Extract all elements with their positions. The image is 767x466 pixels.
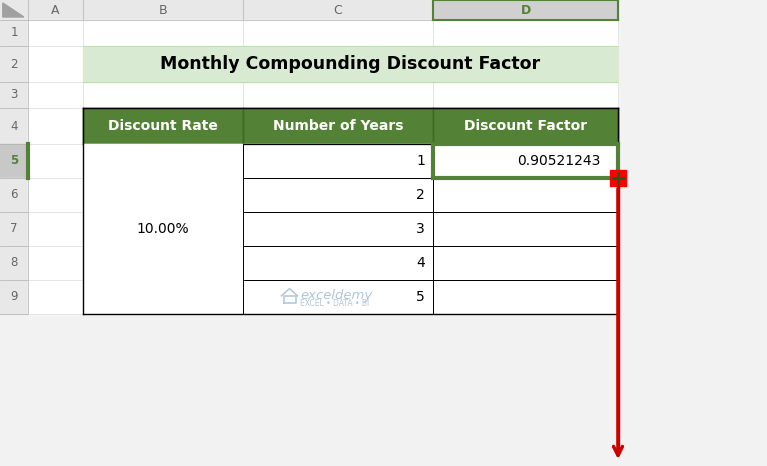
Bar [83, 144, 243, 178]
Bar [433, 46, 618, 82]
Bar [243, 20, 433, 46]
Bar [28, 246, 83, 280]
Bar [0, 20, 28, 46]
Bar [243, 280, 433, 314]
Bar [433, 0, 618, 20]
Bar [0, 178, 28, 212]
Bar [433, 144, 618, 178]
Text: 3: 3 [416, 222, 425, 236]
Bar [83, 212, 243, 246]
Bar [0, 280, 28, 314]
Text: Number of Years: Number of Years [273, 119, 403, 133]
Bar [28, 20, 83, 46]
Bar [28, 144, 83, 178]
Text: EXCEL • DATA • BI: EXCEL • DATA • BI [301, 300, 370, 308]
Bar [28, 82, 83, 108]
Text: 0.90521243: 0.90521243 [517, 154, 600, 168]
Bar [0, 212, 28, 246]
Text: D: D [520, 4, 531, 16]
Bar [243, 144, 433, 178]
Text: 5: 5 [10, 155, 18, 167]
Bar [28, 178, 83, 212]
Bar [243, 246, 433, 280]
Bar [0, 0, 28, 20]
Text: 1: 1 [416, 154, 425, 168]
Bar [28, 0, 83, 20]
Text: B: B [159, 4, 167, 16]
Text: 2: 2 [10, 57, 18, 70]
Text: Discount Factor: Discount Factor [464, 119, 587, 133]
Bar [243, 246, 433, 280]
Text: C: C [334, 4, 342, 16]
Bar [433, 20, 618, 46]
Bar [83, 82, 243, 108]
Text: 4: 4 [416, 256, 425, 270]
Bar [83, 246, 243, 280]
Bar [0, 46, 28, 82]
Text: Monthly Compounding Discount Factor: Monthly Compounding Discount Factor [160, 55, 541, 73]
Bar [243, 108, 433, 144]
Bar [243, 280, 433, 314]
Bar [433, 212, 618, 246]
Bar [83, 108, 243, 144]
Text: 3: 3 [10, 89, 18, 102]
Bar [433, 246, 618, 280]
Bar [433, 108, 618, 144]
Bar [83, 108, 243, 144]
Bar [83, 246, 243, 280]
Bar [433, 212, 618, 246]
Bar [83, 46, 618, 82]
Bar [243, 212, 433, 246]
Bar [83, 0, 243, 20]
Bar [243, 178, 433, 212]
Bar [83, 144, 243, 314]
Polygon shape [3, 3, 24, 17]
Bar [433, 144, 618, 178]
Text: 8: 8 [10, 256, 18, 269]
Bar [0, 246, 28, 280]
Text: 4: 4 [10, 119, 18, 132]
Bar [243, 178, 433, 212]
Bar [243, 0, 433, 20]
Bar [83, 20, 243, 46]
Bar [28, 280, 83, 314]
Bar [28, 46, 83, 82]
Bar [0, 144, 28, 178]
Bar [0, 82, 28, 108]
Bar [83, 144, 243, 178]
Text: 7: 7 [10, 222, 18, 235]
Text: 9: 9 [10, 290, 18, 303]
Bar [83, 280, 243, 314]
Text: 6: 6 [10, 189, 18, 201]
Bar [433, 82, 618, 108]
Bar [433, 178, 618, 212]
Bar [0, 108, 28, 144]
Bar [83, 178, 243, 212]
Bar [83, 280, 243, 314]
Bar [83, 212, 243, 246]
Bar [433, 280, 618, 314]
Bar [28, 212, 83, 246]
Bar [433, 178, 618, 212]
Text: Discount Rate: Discount Rate [108, 119, 218, 133]
Text: 5: 5 [416, 290, 425, 304]
Bar [243, 212, 433, 246]
Bar [433, 280, 618, 314]
Bar [433, 108, 618, 144]
Bar [433, 246, 618, 280]
Text: exceldemy: exceldemy [301, 289, 373, 302]
Bar [243, 108, 433, 144]
Text: 1: 1 [10, 27, 18, 40]
Text: 2: 2 [416, 188, 425, 202]
Bar [610, 170, 626, 186]
Bar [83, 46, 243, 82]
Text: A: A [51, 4, 60, 16]
Bar [243, 46, 433, 82]
Bar [243, 144, 433, 178]
Text: 10.00%: 10.00% [137, 222, 189, 236]
Bar [28, 20, 618, 314]
Bar [83, 178, 243, 212]
Bar [243, 82, 433, 108]
Bar [28, 108, 83, 144]
